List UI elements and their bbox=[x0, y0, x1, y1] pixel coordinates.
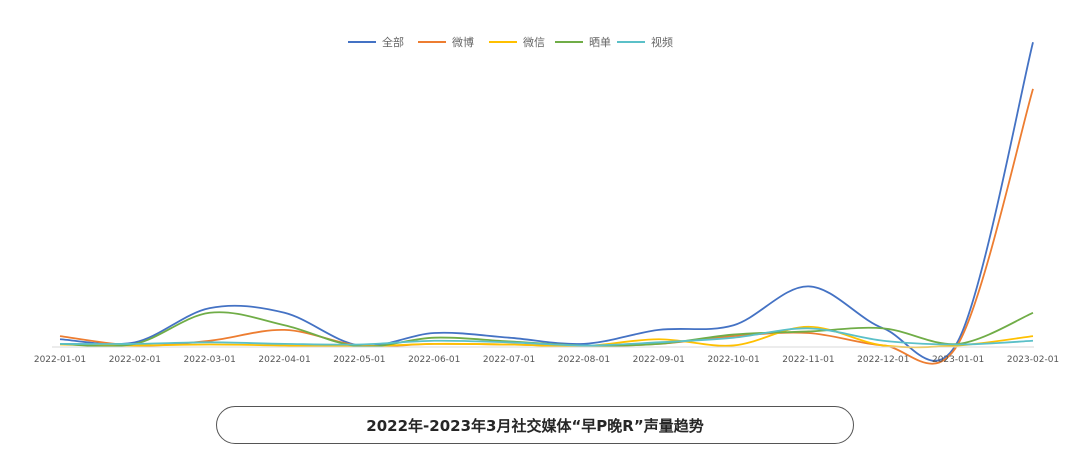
series-layer bbox=[59, 42, 1034, 365]
x-tick-label: 2022-06-01 bbox=[408, 355, 460, 365]
x-tick-label: 2022-11-01 bbox=[782, 355, 834, 365]
legend-label: 视频 bbox=[651, 35, 673, 49]
legend-label: 晒单 bbox=[589, 36, 611, 49]
legend-item[interactable]: 微信 bbox=[489, 35, 545, 49]
x-tick-label: 2023-02-01 bbox=[1007, 355, 1059, 365]
x-tick-label: 2022-01-01 bbox=[34, 355, 86, 365]
series-line-4 bbox=[59, 327, 1034, 347]
chart-title-box: 2022年-2023年3月社交媒体“早P晚R”声量趋势 bbox=[216, 406, 854, 444]
legend-item[interactable]: 全部 bbox=[348, 35, 404, 49]
x-tick-label: 2022-05-01 bbox=[333, 355, 385, 365]
x-tick-label: 2022-12-01 bbox=[857, 355, 909, 365]
x-tick-label: 2023-01-01 bbox=[932, 355, 984, 365]
x-tick-label: 2022-09-01 bbox=[633, 355, 685, 365]
x-tick-label: 2022-10-01 bbox=[707, 355, 759, 365]
series-line-2 bbox=[59, 325, 1034, 349]
x-tick-label: 2022-07-01 bbox=[483, 355, 535, 365]
series-line-0 bbox=[59, 42, 1034, 362]
line-chart: 全部 微博 微信 晒单 视频 2022-01-01 2022-02-01 2022-03-0… bbox=[34, 35, 1059, 365]
legend-label: 微信 bbox=[523, 35, 545, 49]
chart-title: 2022年-2023年3月社交媒体“早P晚R”声量趋势 bbox=[366, 416, 704, 435]
x-tick-label: 2022-02-01 bbox=[109, 355, 161, 365]
x-tick-label: 2022-08-01 bbox=[558, 355, 610, 365]
legend: 全部 微博 微信 晒单 视频 bbox=[348, 35, 673, 49]
legend-label: 全部 bbox=[382, 35, 404, 49]
legend-item[interactable]: 微博 bbox=[418, 35, 474, 49]
legend-item[interactable]: 视频 bbox=[617, 35, 673, 49]
x-axis-ticks: 2022-01-01 2022-02-01 2022-03-01 2022-04-01… bbox=[34, 355, 1059, 365]
legend-item[interactable]: 晒单 bbox=[555, 36, 611, 49]
x-tick-label: 2022-03-01 bbox=[184, 355, 236, 365]
series-line-1 bbox=[59, 88, 1034, 365]
x-tick-label: 2022-04-01 bbox=[258, 355, 310, 365]
legend-label: 微博 bbox=[452, 35, 474, 49]
